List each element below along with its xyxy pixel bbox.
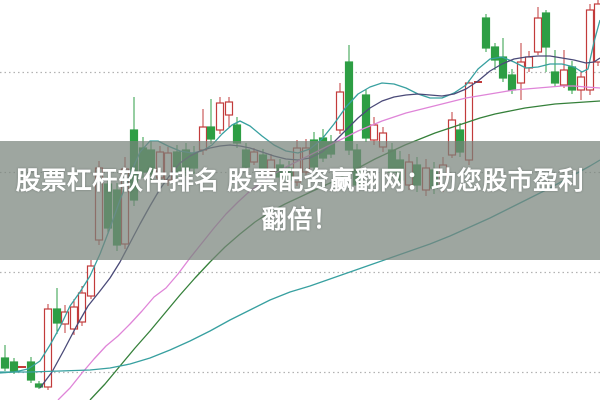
- overlay-band: 股票杠杆软件排名 股票配资赢翻网：助您股市盈利 翻倍！: [0, 141, 600, 260]
- overlay-title-line2: 翻倍！: [261, 205, 339, 234]
- overlay-title-line1: 股票杠杆软件排名 股票配资赢翻网：助您股市盈利: [15, 166, 585, 195]
